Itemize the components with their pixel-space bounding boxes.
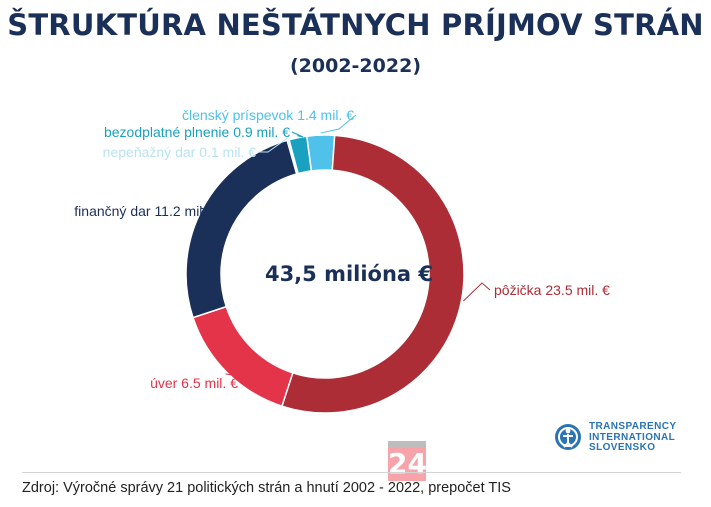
logo-line-3: SLOVENSKO [589,442,656,453]
leader-pozicka [463,282,491,302]
leader-uver [225,373,251,384]
chart-subtitle: (2002-2022) [289,55,421,77]
divider [22,472,681,473]
globe-person-icon [555,424,581,450]
label-nepenazny-dar: nepeňažný dar 0.1 mil. € [103,144,257,160]
site-badge: 24 [388,441,427,481]
label-financny-dar: finančný dar 11.2 mil. € [74,203,218,219]
slice-pozicka [280,134,465,414]
leader-nepenazny-dar [258,137,288,153]
slice-financny-dar [185,139,298,319]
label-pozicka: pôžička 23.5 mil. € [494,282,610,298]
slice-uver [192,305,294,408]
badge-number: 24 [388,447,427,481]
donut-chart: členský príspevok 1.4 mil. € pôžička 23.5… [74,107,610,414]
label-clensky-prispevok: členský príspevok 1.4 mil. € [182,107,354,123]
chart-title: ŠTRUKTÚRA NEŠTÁTNYCH PRÍJMOV STRÁN [7,8,704,42]
slice-bezodplatne-plnenie [288,135,313,175]
leader-financny-dar [200,207,227,217]
badge-top-bar [388,441,426,447]
center-total-label: 43,5 milióna € [265,262,433,286]
leader-bezodplatne-plnenie [291,131,304,138]
logo-line-1: TRANSPARENCY [589,421,677,432]
label-uver: úver 6.5 mil. € [150,375,238,391]
transparency-international-logo: TRANSPARENCY INTERNATIONAL SLOVENSKO [553,418,703,458]
logo-line-2: INTERNATIONAL [589,431,676,443]
source-note: Zdroj: Výročné správy 21 politických str… [22,480,511,496]
leader-clensky-prispevok [320,114,357,134]
label-bezodplatne-plnenie: bezodplatné plnenie 0.9 mil. € [104,124,290,140]
